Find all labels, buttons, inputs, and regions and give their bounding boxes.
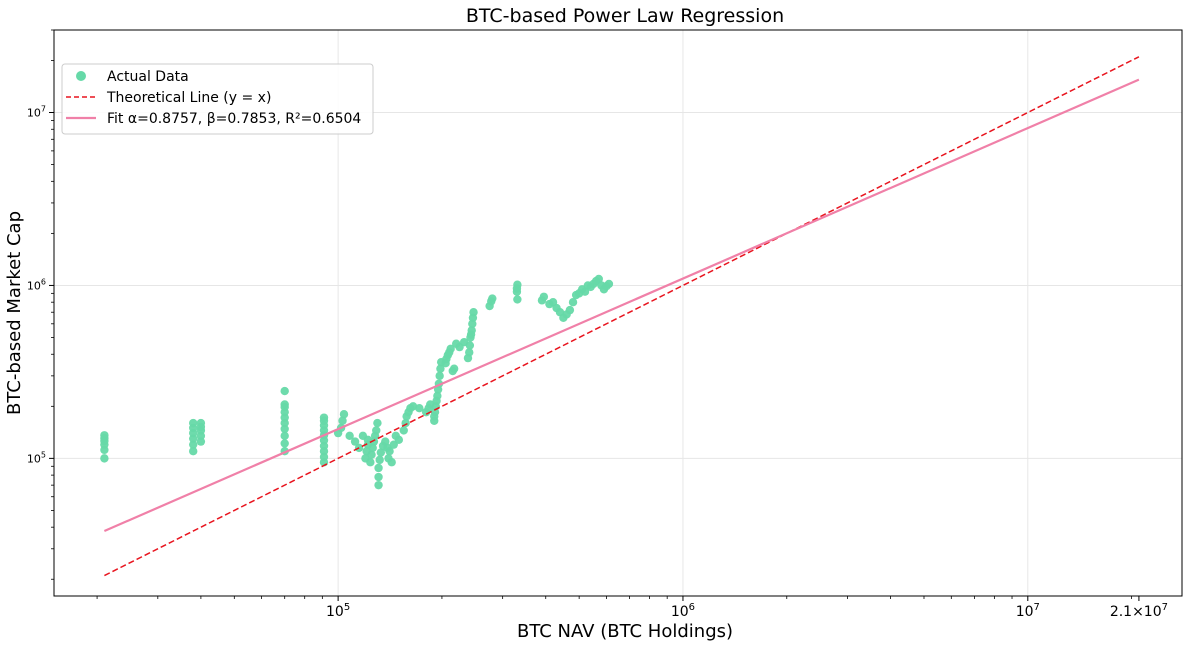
data-point <box>374 463 383 473</box>
data-point <box>376 448 386 457</box>
y-tick-label: 106 <box>27 277 46 292</box>
y-tick-label: 105 <box>27 450 46 465</box>
data-point <box>100 431 109 440</box>
data-point <box>280 439 289 448</box>
theoretical-line <box>104 56 1140 577</box>
data-point <box>467 326 476 335</box>
data-point <box>488 294 497 303</box>
data-point <box>280 431 289 441</box>
data-point <box>368 443 377 453</box>
x-axis-label: BTC NAV (BTC Holdings) <box>517 621 733 642</box>
data-point <box>513 295 522 304</box>
data-point <box>435 371 444 381</box>
data-point <box>446 344 455 354</box>
y-tick-label: 107 <box>27 105 46 120</box>
x-tick-label: 106 <box>671 602 695 620</box>
data-point <box>604 279 614 289</box>
data-point <box>372 426 381 435</box>
data-point <box>374 472 383 482</box>
data-point <box>394 435 404 445</box>
data-point <box>367 450 376 459</box>
legend-label-actual-data: Actual Data <box>107 69 189 85</box>
data-point <box>280 386 289 396</box>
data-point <box>580 287 590 296</box>
data-point <box>189 440 198 449</box>
data-point <box>568 297 578 307</box>
data-point <box>189 418 198 428</box>
x-tick-label: 105 <box>326 602 350 620</box>
data-point <box>280 400 289 409</box>
data-point <box>469 308 478 317</box>
legend-box <box>61 63 374 135</box>
data-point <box>338 416 347 425</box>
data-point <box>339 410 349 419</box>
data-point <box>415 404 424 413</box>
legend-label-theoretical-line: Theoretical Line (y = x) <box>106 90 271 106</box>
data-point <box>196 418 206 428</box>
y-axis-label: BTC-based Market Cap <box>4 211 25 415</box>
fit-line <box>103 78 1140 533</box>
data-point <box>100 454 109 463</box>
data-point <box>387 458 396 467</box>
data-point <box>350 437 360 446</box>
legend-marker-scatter-icon <box>76 71 86 81</box>
x-tick-label: 107 <box>1016 602 1040 620</box>
data-point <box>465 348 474 357</box>
data-point <box>375 455 384 465</box>
data-point <box>539 292 549 301</box>
data-point <box>436 364 445 373</box>
chart-title: BTC-based Power Law Regression <box>466 5 784 27</box>
data-point <box>385 447 394 456</box>
data-point <box>196 437 206 446</box>
data-point <box>594 274 603 284</box>
x-tick-label: 2.1×107 <box>1110 602 1168 620</box>
data-point <box>449 364 459 373</box>
data-point <box>565 305 575 315</box>
data-point <box>345 431 354 441</box>
legend: Actual Data Theoretical Line (y = x) Fit… <box>61 63 374 135</box>
data-point <box>513 280 522 289</box>
axis-ticks: 105 106 107 2.1×107 105 106 107 <box>27 29 1168 620</box>
plot-frame <box>53 29 1183 597</box>
data-point <box>280 424 289 434</box>
data-point <box>465 341 475 350</box>
series-layer <box>100 56 1140 577</box>
data-point <box>433 391 442 401</box>
data-point <box>366 458 375 467</box>
data-point <box>373 418 382 428</box>
legend-label-fit-line: Fit α=0.8757, β=0.7853, R²=0.6504 <box>107 111 361 127</box>
data-point <box>189 447 198 456</box>
data-point <box>319 413 329 422</box>
data-point <box>399 426 408 435</box>
data-point <box>374 480 383 490</box>
